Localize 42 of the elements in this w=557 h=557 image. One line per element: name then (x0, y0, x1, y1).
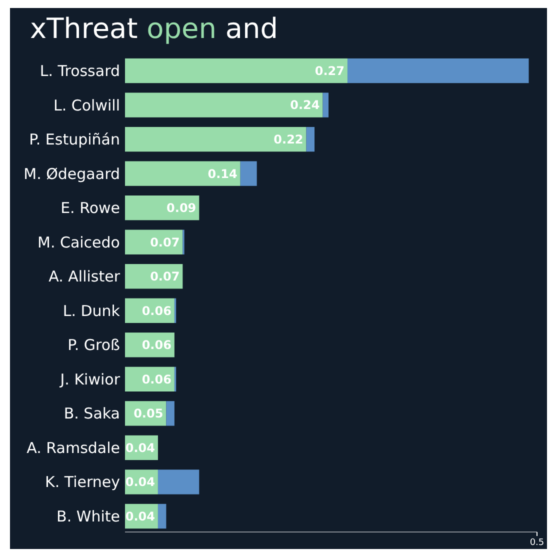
y-tick-label: E. Rowe (60, 199, 120, 218)
y-tick-label: B. Saka (64, 404, 120, 423)
data-label: 0.24 (290, 98, 320, 112)
data-label: 0.07 (150, 270, 180, 284)
data-label: 0.07 (150, 235, 180, 250)
bar (125, 195, 200, 220)
y-tick-label: A. Ramsdale (26, 438, 120, 457)
y-tick-label: B. White (56, 507, 120, 526)
bar (158, 504, 166, 529)
bar (322, 92, 329, 118)
chart-title: xThreat open and (30, 12, 278, 45)
y-tick-label: M. Ødegaard (24, 164, 120, 183)
y-tick-label: A. Allister (48, 268, 121, 286)
data-label: 0.04 (125, 509, 155, 524)
x-tick-label: 0.5 (530, 538, 544, 548)
y-tick-label: K. Tierney (45, 473, 120, 492)
bar (125, 126, 306, 152)
bar (125, 58, 348, 84)
data-label: 0.06 (142, 372, 172, 386)
y-tick-label: M. Caicedo (38, 233, 120, 252)
y-tick-label: L. Dunk (62, 302, 120, 320)
data-label: 0.09 (166, 201, 196, 216)
y-tick-label: P. Groß (68, 336, 120, 354)
data-label: 0.14 (208, 166, 238, 181)
y-tick-label: P. Estupiñán (29, 130, 120, 149)
bar (240, 161, 257, 186)
bar (158, 470, 200, 494)
bar (125, 92, 323, 118)
bar (125, 161, 240, 186)
y-tick-label: J. Kiwior (59, 370, 121, 388)
data-label: 0.22 (274, 132, 304, 146)
bar (306, 126, 315, 152)
y-tick-label: L. Trossard (40, 62, 120, 80)
data-label: 0.27 (314, 64, 344, 78)
data-label: 0.04 (125, 440, 155, 455)
bar (347, 58, 529, 84)
y-tick-label: L. Colwill (54, 96, 120, 114)
data-label: 0.04 (125, 475, 155, 490)
data-label: 0.05 (134, 406, 164, 421)
data-label: 0.06 (142, 338, 172, 352)
bar (166, 401, 174, 426)
data-label: 0.06 (142, 304, 172, 318)
